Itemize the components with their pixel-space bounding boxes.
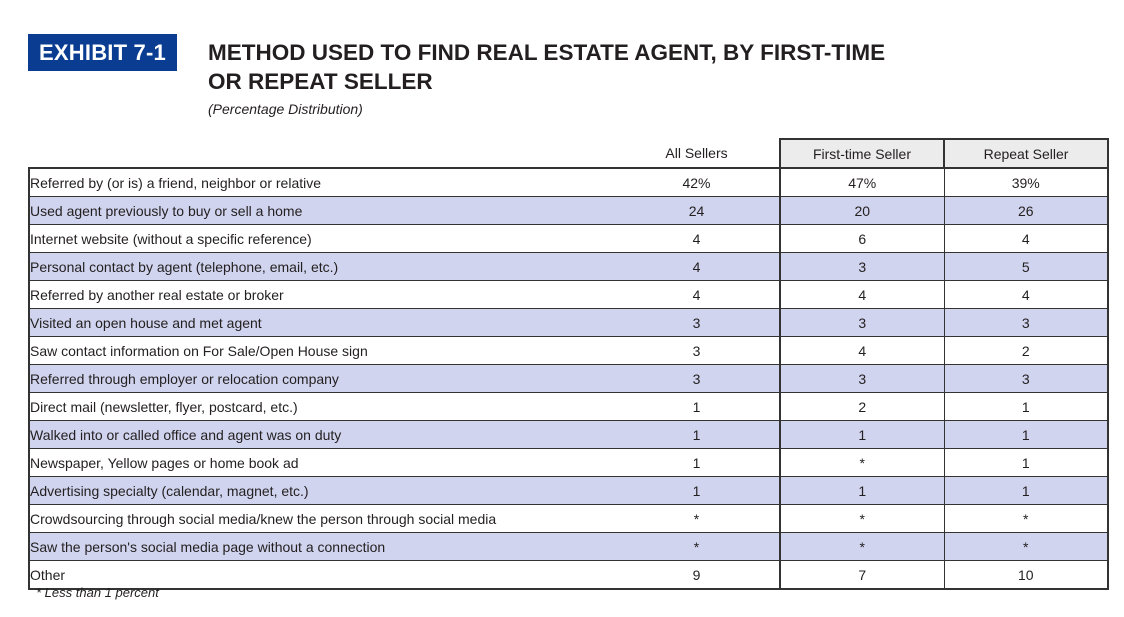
row-label: Direct mail (newsletter, flyer, postcard… <box>28 392 614 421</box>
table-row: Referred through employer or relocation … <box>28 364 1109 393</box>
table-row: Other 9 7 10 <box>28 560 1109 590</box>
cell-repeat-seller: 1 <box>943 420 1109 449</box>
cell-all-sellers: * <box>614 532 780 561</box>
cell-repeat-seller: 10 <box>943 560 1109 590</box>
cell-all-sellers: 4 <box>614 224 780 253</box>
cell-all-sellers: 24 <box>614 196 780 225</box>
cell-repeat-seller: 26 <box>943 196 1109 225</box>
cell-repeat-seller: 3 <box>943 364 1109 393</box>
table-row: Personal contact by agent (telephone, em… <box>28 252 1109 281</box>
title-line-1: METHOD USED TO FIND REAL ESTATE AGENT, B… <box>208 40 886 65</box>
cell-all-sellers: 1 <box>614 392 780 421</box>
header-first-time-seller: First-time Seller <box>779 138 944 168</box>
row-label: Used agent previously to buy or sell a h… <box>28 196 614 225</box>
exhibit-badge: EXHIBIT 7-1 <box>28 34 177 71</box>
cell-all-sellers: 3 <box>614 308 780 337</box>
cell-all-sellers: 3 <box>614 364 780 393</box>
table-row: Advertising specialty (calendar, magnet,… <box>28 476 1109 505</box>
cell-first-time-seller: 3 <box>779 252 944 281</box>
row-label: Newspaper, Yellow pages or home book ad <box>28 448 614 477</box>
cell-repeat-seller: 4 <box>943 224 1109 253</box>
row-label: Advertising specialty (calendar, magnet,… <box>28 476 614 505</box>
row-label: Walked into or called office and agent w… <box>28 420 614 449</box>
row-label: Referred by another real estate or broke… <box>28 280 614 309</box>
row-label: Internet website (without a specific ref… <box>28 224 614 253</box>
table-row: Saw the person's social media page witho… <box>28 532 1109 561</box>
cell-first-time-seller: 2 <box>779 392 944 421</box>
row-label: Personal contact by agent (telephone, em… <box>28 252 614 281</box>
row-label: Other <box>28 560 614 590</box>
cell-repeat-seller: 1 <box>943 392 1109 421</box>
footnote: * Less than 1 percent <box>36 585 159 600</box>
cell-first-time-seller: 1 <box>779 420 944 449</box>
cell-all-sellers: 1 <box>614 420 780 449</box>
table-body: Referred by (or is) a friend, neighbor o… <box>28 167 1109 590</box>
cell-first-time-seller: 4 <box>779 336 944 365</box>
row-label: Referred through employer or relocation … <box>28 364 614 393</box>
table-row: Referred by another real estate or broke… <box>28 280 1109 309</box>
cell-first-time-seller: 7 <box>779 560 944 590</box>
table-row: Direct mail (newsletter, flyer, postcard… <box>28 392 1109 421</box>
cell-repeat-seller: 2 <box>943 336 1109 365</box>
row-label: Saw contact information on For Sale/Open… <box>28 336 614 365</box>
cell-repeat-seller: * <box>943 504 1109 533</box>
table-row: Internet website (without a specific ref… <box>28 224 1109 253</box>
cell-all-sellers: 42% <box>614 167 780 197</box>
cell-all-sellers: 1 <box>614 448 780 477</box>
cell-repeat-seller: 1 <box>943 476 1109 505</box>
cell-first-time-seller: * <box>779 504 944 533</box>
cell-all-sellers: * <box>614 504 780 533</box>
table-row: Newspaper, Yellow pages or home book ad 1… <box>28 448 1109 477</box>
exhibit-subtitle: (Percentage Distribution) <box>208 101 363 117</box>
cell-all-sellers: 3 <box>614 336 780 365</box>
cell-all-sellers: 9 <box>614 560 780 590</box>
row-label: Saw the person's social media page witho… <box>28 532 614 561</box>
cell-repeat-seller: * <box>943 532 1109 561</box>
exhibit-title: METHOD USED TO FIND REAL ESTATE AGENT, B… <box>208 38 908 96</box>
cell-first-time-seller: * <box>779 448 944 477</box>
cell-repeat-seller: 5 <box>943 252 1109 281</box>
cell-repeat-seller: 1 <box>943 448 1109 477</box>
cell-repeat-seller: 4 <box>943 280 1109 309</box>
header-label-cell <box>29 139 614 168</box>
cell-first-time-seller: 6 <box>779 224 944 253</box>
row-label: Visited an open house and met agent <box>28 308 614 337</box>
header-row: All Sellers First-time Seller Repeat Sel… <box>29 138 1109 168</box>
cell-repeat-seller: 3 <box>943 308 1109 337</box>
cell-first-time-seller: 1 <box>779 476 944 505</box>
data-table: All Sellers First-time Seller Repeat Sel… <box>28 138 1109 590</box>
cell-first-time-seller: 4 <box>779 280 944 309</box>
row-label: Crowdsourcing through social media/knew … <box>28 504 614 533</box>
cell-first-time-seller: 47% <box>779 167 944 197</box>
table-row: Visited an open house and met agent 3 3 3 <box>28 308 1109 337</box>
cell-all-sellers: 4 <box>614 280 780 309</box>
table-row: Referred by (or is) a friend, neighbor o… <box>28 167 1109 197</box>
cell-repeat-seller: 39% <box>943 167 1109 197</box>
table-row: Used agent previously to buy or sell a h… <box>28 196 1109 225</box>
title-line-2: OR REPEAT SELLER <box>208 69 433 94</box>
cell-all-sellers: 1 <box>614 476 780 505</box>
table-row: Saw contact information on For Sale/Open… <box>28 336 1109 365</box>
table-row: Walked into or called office and agent w… <box>28 420 1109 449</box>
cell-first-time-seller: 20 <box>779 196 944 225</box>
cell-first-time-seller: * <box>779 532 944 561</box>
header-all-sellers: All Sellers <box>665 145 728 161</box>
cell-first-time-seller: 3 <box>779 364 944 393</box>
row-label: Referred by (or is) a friend, neighbor o… <box>28 167 614 197</box>
cell-all-sellers: 4 <box>614 252 780 281</box>
cell-first-time-seller: 3 <box>779 308 944 337</box>
table-row: Crowdsourcing through social media/knew … <box>28 504 1109 533</box>
header-repeat-seller: Repeat Seller <box>943 138 1109 168</box>
